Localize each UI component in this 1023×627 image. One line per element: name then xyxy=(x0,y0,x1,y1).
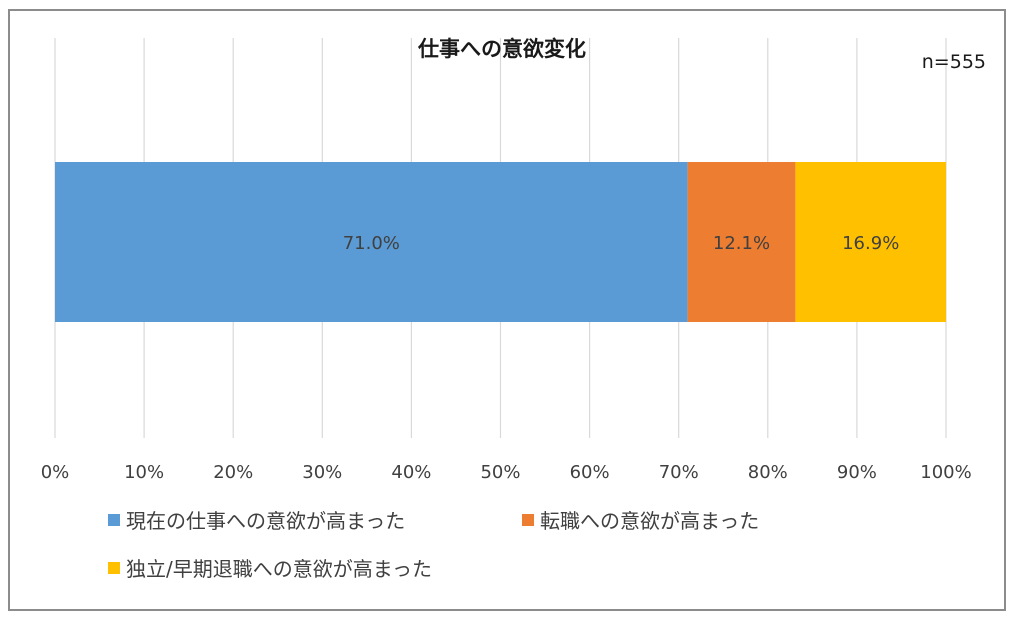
x-tick-label: 10% xyxy=(124,462,164,483)
data-labels: 71.0% 12.1% 16.9% xyxy=(343,233,900,254)
legend-label: 独立/早期退職への意欲が高まった xyxy=(126,557,432,581)
x-tick-label: 60% xyxy=(570,462,610,483)
sample-size-note: n=555 xyxy=(922,51,986,73)
legend-label: 現在の仕事への意欲が高まった xyxy=(126,509,405,533)
legend-label: 転職への意欲が高まった xyxy=(540,509,759,533)
x-tick-label: 100% xyxy=(920,462,971,483)
bar-segment xyxy=(687,162,796,322)
x-tick-label: 50% xyxy=(480,462,520,483)
chart-title: 仕事への意欲変化 xyxy=(417,37,586,61)
data-label: 71.0% xyxy=(343,233,400,254)
x-tick-label: 20% xyxy=(213,462,253,483)
x-tick-label: 0% xyxy=(41,462,70,483)
x-axis-tick-labels: 0% 10% 20% 30% 40% 50% 60% 70% 80% 90% 100% xyxy=(41,462,972,483)
x-tick-label: 70% xyxy=(659,462,699,483)
x-tick-label: 30% xyxy=(302,462,342,483)
legend-swatch xyxy=(522,514,534,526)
x-tick-label: 90% xyxy=(837,462,877,483)
legend-swatch xyxy=(108,514,120,526)
bar-segment xyxy=(55,162,688,322)
bar-segment xyxy=(795,162,946,322)
legend-swatch xyxy=(108,562,120,574)
legend: 現在の仕事への意欲が高まった 転職への意欲が高まった独立/早期退職への意欲が高まっ… xyxy=(108,509,759,581)
stacked-bar xyxy=(55,162,946,322)
data-label: 16.9% xyxy=(842,233,899,254)
x-tick-label: 40% xyxy=(391,462,431,483)
data-label: 12.1% xyxy=(713,233,770,254)
x-tick-label: 80% xyxy=(748,462,788,483)
